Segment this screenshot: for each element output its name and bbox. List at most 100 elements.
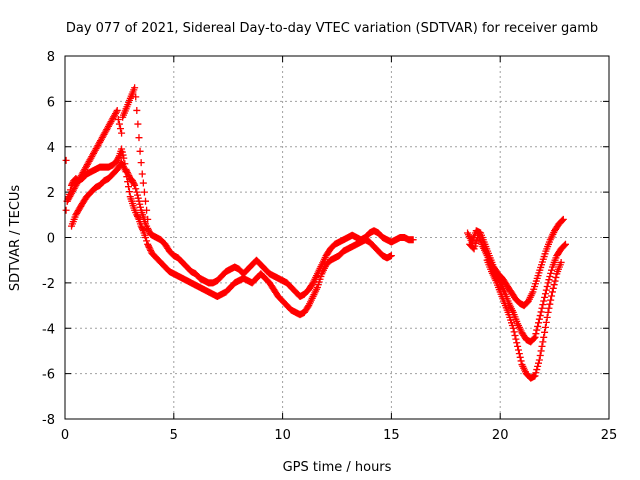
data-point	[144, 215, 152, 223]
chart-title: Day 077 of 2021, Sidereal Day-to-day VTE…	[66, 21, 598, 36]
data-point	[517, 357, 525, 365]
data-point	[545, 304, 553, 312]
data-point	[550, 281, 558, 289]
y-tick-label: -8	[42, 413, 55, 428]
data-point	[561, 240, 569, 248]
y-axis-label: SDTVAR / TECUs	[8, 185, 23, 292]
data-point	[549, 284, 557, 292]
series-lower-track	[68, 159, 395, 319]
data-point	[135, 197, 143, 205]
y-tick-label: 8	[47, 50, 55, 65]
data-point	[131, 181, 139, 189]
y-tick-label: -4	[42, 322, 55, 337]
y-tick-label: 4	[47, 141, 55, 156]
data-point	[536, 312, 544, 320]
data-point	[512, 335, 520, 343]
x-tick-label: 20	[492, 428, 509, 443]
data-point	[548, 266, 556, 274]
data-point	[140, 188, 148, 196]
data-point	[130, 180, 138, 188]
data-point	[134, 191, 142, 199]
data-point	[537, 347, 545, 355]
data-point	[558, 216, 566, 224]
data-point	[131, 84, 139, 92]
data-point	[142, 234, 150, 241]
y-tick-label: 0	[47, 232, 55, 247]
data-point	[541, 328, 549, 336]
data-point	[535, 315, 543, 323]
data-point	[138, 224, 146, 232]
y-tick-label: -6	[42, 368, 55, 383]
data-point	[539, 338, 547, 346]
data-point	[125, 183, 133, 191]
data-point	[134, 212, 142, 220]
grid	[65, 56, 609, 419]
data-point	[133, 106, 141, 114]
data-point	[542, 286, 550, 294]
data-point	[125, 188, 133, 196]
data-point	[136, 200, 144, 208]
data-point	[120, 154, 128, 162]
data-point	[513, 339, 521, 347]
data-point	[532, 330, 540, 338]
data-point	[514, 342, 522, 350]
data-point	[535, 356, 543, 364]
data-point	[533, 366, 541, 374]
data-point	[544, 308, 552, 316]
data-point	[548, 288, 556, 296]
data-point	[541, 293, 549, 301]
data-point	[534, 362, 542, 370]
data-point	[542, 318, 550, 326]
data-point	[538, 342, 546, 350]
data-point	[119, 151, 127, 159]
y-tick-label: 6	[47, 95, 55, 110]
data-point	[545, 276, 553, 284]
data-point	[115, 120, 123, 128]
data-point	[546, 273, 554, 281]
data-point	[561, 241, 569, 249]
data-point	[547, 296, 555, 304]
plot-frame	[64, 55, 610, 420]
data-point	[134, 120, 142, 128]
data-point	[62, 206, 70, 214]
data-point	[552, 273, 560, 281]
y-tick-label: 2	[47, 186, 55, 201]
data-point	[509, 324, 517, 332]
x-tick-label: 0	[61, 428, 69, 443]
x-tick-label: 10	[274, 428, 291, 443]
data-point	[137, 159, 145, 167]
data-point	[557, 258, 565, 266]
data-point	[543, 283, 551, 291]
data-point	[144, 226, 152, 234]
data-point	[409, 236, 417, 244]
data-point	[118, 145, 126, 153]
data-point	[534, 359, 542, 367]
data-point	[114, 116, 122, 124]
data-point	[147, 246, 155, 254]
data-point	[536, 351, 544, 359]
data-point	[133, 211, 141, 219]
data-point	[123, 173, 131, 181]
data-point	[134, 194, 142, 202]
data-point	[113, 106, 121, 114]
data-point	[115, 153, 123, 161]
data-point	[531, 333, 539, 341]
data-point	[533, 326, 541, 334]
data-points	[62, 84, 569, 382]
data-point	[139, 179, 147, 187]
data-point	[144, 240, 152, 248]
series-spike-early	[62, 84, 152, 223]
data-point	[387, 252, 395, 260]
data-point	[551, 277, 559, 285]
tick-labels: 0 5 10 15 20 25 -8 -6 -4 -2 0 2 4 6 8	[42, 50, 617, 443]
data-point	[143, 206, 151, 214]
data-point	[546, 300, 554, 308]
data-point	[543, 313, 551, 321]
data-point	[531, 372, 539, 380]
data-point	[136, 147, 144, 155]
data-point	[137, 222, 145, 230]
data-point	[541, 323, 549, 331]
data-point	[534, 319, 542, 327]
data-point	[540, 297, 548, 305]
